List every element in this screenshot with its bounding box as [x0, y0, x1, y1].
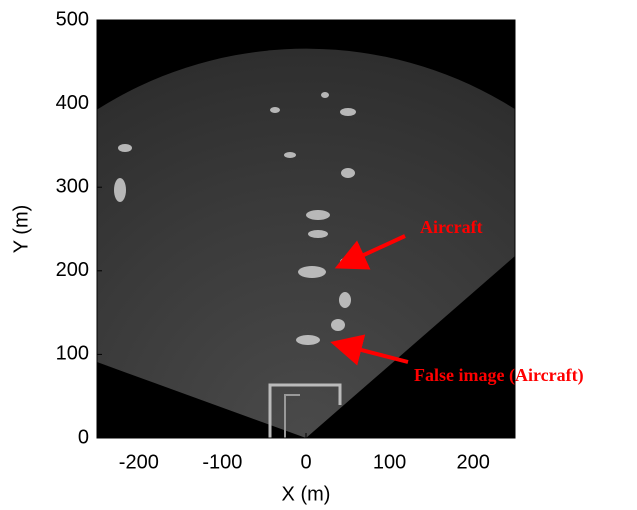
x-axis-label: X (m) [282, 483, 331, 505]
y-tick-label: 300 [56, 175, 89, 197]
y-tick-label: 100 [56, 343, 89, 365]
y-tick-label: 500 [56, 8, 89, 30]
x-tick-label: 200 [457, 451, 490, 473]
y-axis-label: Y (m) [10, 205, 32, 254]
x-tick-label: -100 [202, 451, 242, 473]
x-tick-label: -200 [119, 451, 159, 473]
annotation: Aircraft [420, 217, 483, 237]
y-tick-label: 200 [56, 259, 89, 281]
y-tick-label: 0 [78, 426, 89, 448]
annotation: False image (Aircraft) [414, 365, 584, 386]
y-tick-label: 400 [56, 92, 89, 114]
x-tick-label: 0 [300, 451, 311, 473]
radar-image [97, 20, 515, 438]
x-tick-label: 100 [373, 451, 406, 473]
annotation-arrow [330, 334, 409, 366]
annotation-arrow [334, 234, 406, 270]
